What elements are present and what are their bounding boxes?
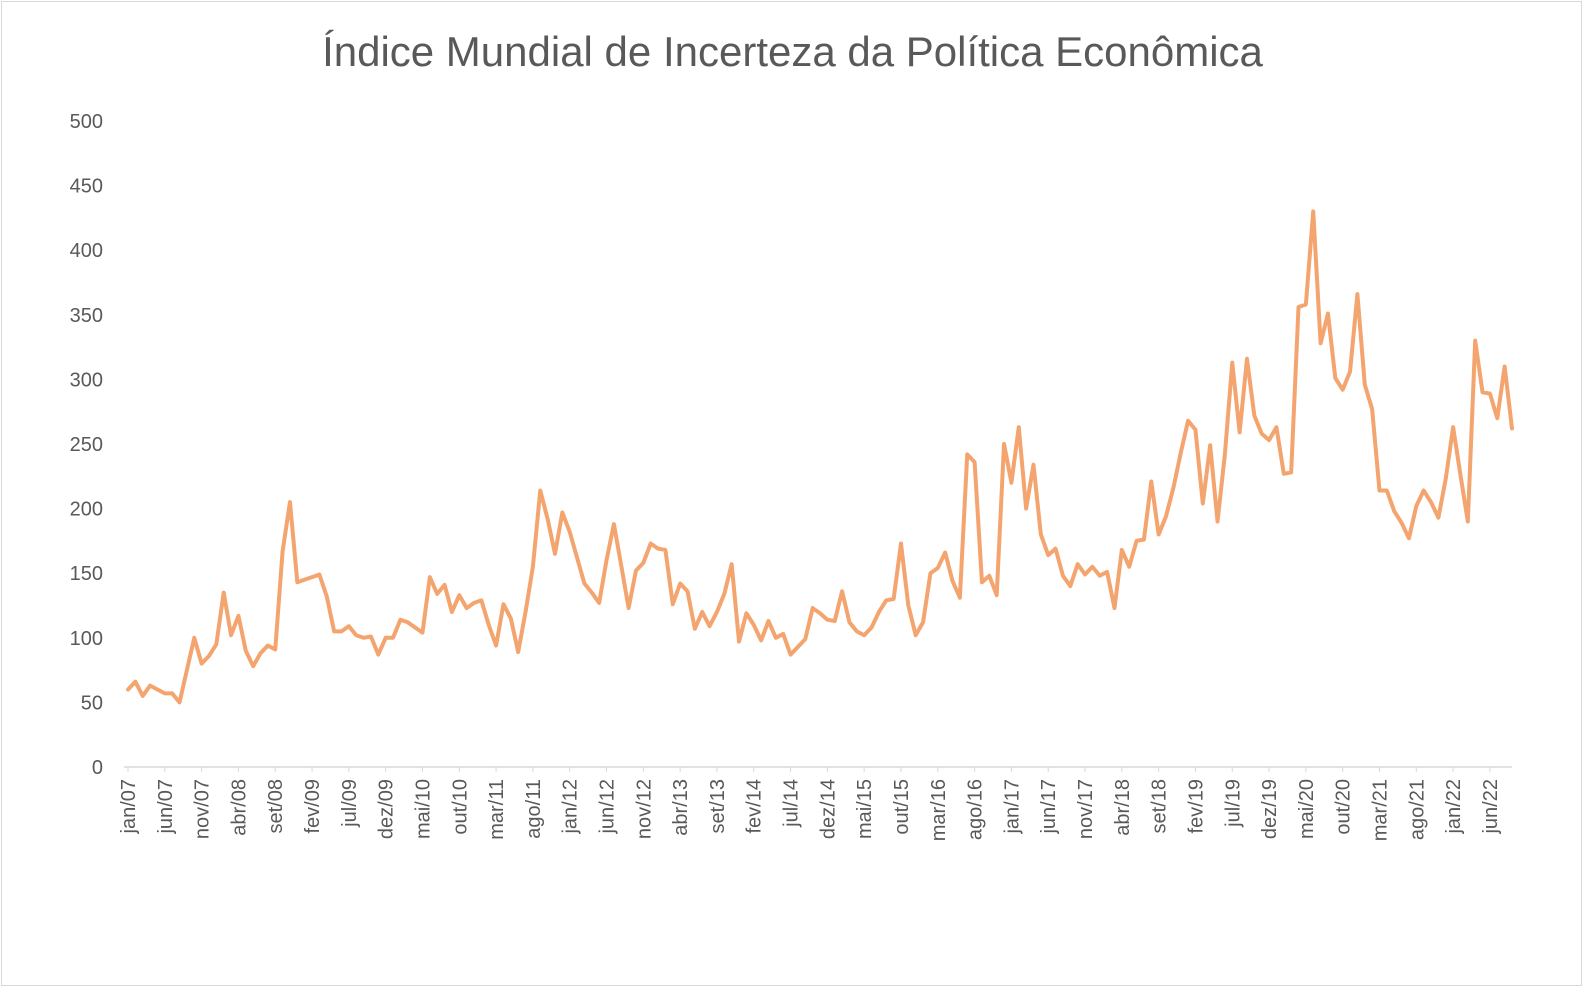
y-tick-label: 300 (70, 369, 103, 391)
x-tick-label: jul/14 (781, 779, 803, 828)
x-tick-label: nov/17 (1075, 779, 1097, 839)
x-tick-label: mai/10 (412, 779, 434, 839)
x-tick-label: ago/21 (1406, 779, 1428, 840)
x-tick-label: dez/09 (376, 779, 398, 839)
x-tick-label: abr/13 (670, 779, 692, 836)
x-tick-label: mar/21 (1369, 779, 1391, 841)
x-tick-label: fev/14 (744, 779, 766, 833)
x-tick-label: jun/12 (597, 779, 619, 835)
y-tick-label: 100 (70, 628, 103, 650)
x-tick-label: jun/07 (155, 779, 177, 835)
x-tick-label: set/08 (265, 779, 287, 833)
y-tick-label: 350 (70, 305, 103, 327)
x-tick-label: jun/22 (1480, 779, 1502, 835)
x-tick-label: set/18 (1149, 779, 1171, 833)
x-tick-label: abr/18 (1112, 779, 1134, 836)
x-tick-label: jan/22 (1443, 779, 1465, 835)
x-tick-label: mai/15 (854, 779, 876, 839)
x-tick-label: ago/16 (965, 779, 987, 840)
y-tick-label: 450 (70, 176, 103, 198)
x-tick-label: mar/11 (486, 779, 508, 840)
y-tick-label: 250 (70, 434, 103, 456)
x-tick-label: nov/12 (633, 779, 655, 839)
x-tick-label: out/20 (1333, 779, 1355, 835)
x-tick-label: ago/11 (523, 779, 545, 839)
x-tick-label: mai/20 (1296, 779, 1318, 839)
x-tick-label: jul/09 (339, 779, 361, 828)
x-tick-label: out/10 (449, 779, 471, 835)
x-tick-label: jul/19 (1222, 779, 1244, 828)
x-tick-label: jan/17 (1001, 779, 1023, 835)
y-tick-label: 0 (92, 757, 103, 779)
x-tick-label: nov/07 (192, 779, 214, 839)
series-line (126, 209, 1514, 705)
x-tick-label: fev/19 (1185, 779, 1207, 833)
x-tick-label: set/13 (707, 779, 729, 833)
y-axis: 0 50 100 150 200 250 300 350 400 450 500 (70, 111, 103, 779)
x-tick-label: mar/16 (928, 779, 950, 841)
x-tick-label: fev/09 (302, 779, 324, 833)
x-tick-label: abr/08 (228, 779, 250, 836)
x-tick-label: out/15 (891, 779, 913, 835)
x-tick-label: jun/17 (1038, 779, 1060, 835)
x-tick-label: dez/14 (817, 779, 839, 839)
y-tick-label: 150 (70, 563, 103, 585)
x-tick-label: dez/19 (1259, 779, 1281, 839)
y-tick-label: 500 (70, 111, 103, 133)
x-axis: jan/07 jun/07 nov/07 abr/08 set/08 fev/09 jul/… (118, 767, 1502, 841)
x-tick-label: jan/12 (560, 779, 582, 835)
y-tick-label: 400 (70, 240, 103, 262)
chart-title: Índice Mundial de Incerteza da Política … (322, 28, 1263, 75)
x-tick-label: jan/07 (118, 779, 140, 835)
plot-area (126, 209, 1514, 705)
y-tick-label: 200 (70, 499, 103, 521)
y-tick-label: 50 (81, 692, 103, 714)
